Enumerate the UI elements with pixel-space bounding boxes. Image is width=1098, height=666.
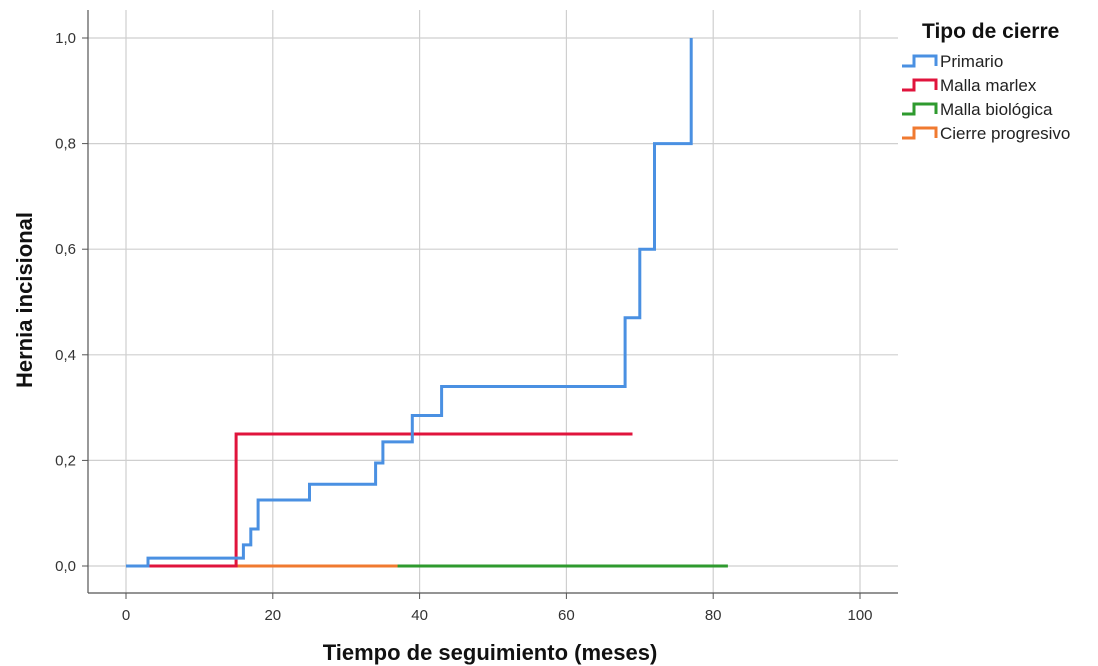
legend: Tipo de cierre Primario Malla marlex Malla… [902,20,1070,143]
y-tick-label: 0,6 [55,241,76,258]
series-line-primario [126,38,693,568]
legend-swatch-cierre-progresivo [902,126,938,140]
x-tick-label: 20 [264,607,281,624]
x-axis-title: Tiempo de seguimiento (meses) [323,640,658,665]
axes [82,10,898,599]
tick-labels: 0 20 40 60 80 100 0,0 0,2 0,4 0,6 0,8 1,0 [55,30,872,624]
x-tick-label: 0 [122,607,130,624]
series-lines [126,38,728,568]
y-tick-label: 0,8 [55,136,76,153]
legend-label-cierre-progresivo: Cierre progresivo [940,124,1070,143]
x-tick-label: 40 [411,607,428,624]
legend-swatch-malla-biologica [902,102,938,116]
y-axis-title: Hernia incisional [12,212,37,388]
x-tick-label: 60 [558,607,575,624]
legend-label-primario: Primario [940,52,1003,71]
legend-swatch-malla-marlex [902,78,938,92]
legend-items: Primario Malla marlex Malla biológica Cierr… [902,52,1070,143]
y-tick-label: 0,2 [55,452,76,469]
grid [88,10,898,593]
legend-title: Tipo de cierre [922,20,1059,43]
legend-label-malla-biologica: Malla biológica [940,100,1053,119]
x-tick-label: 80 [705,607,722,624]
y-tick-label: 1,0 [55,30,76,47]
y-tick-label: 0,4 [55,347,76,364]
x-tick-label: 100 [847,607,872,624]
legend-swatch-primario [902,54,938,68]
y-tick-label: 0,0 [55,558,76,575]
legend-label-malla-marlex: Malla marlex [940,76,1037,95]
series-line-malla-marlex [126,432,633,568]
